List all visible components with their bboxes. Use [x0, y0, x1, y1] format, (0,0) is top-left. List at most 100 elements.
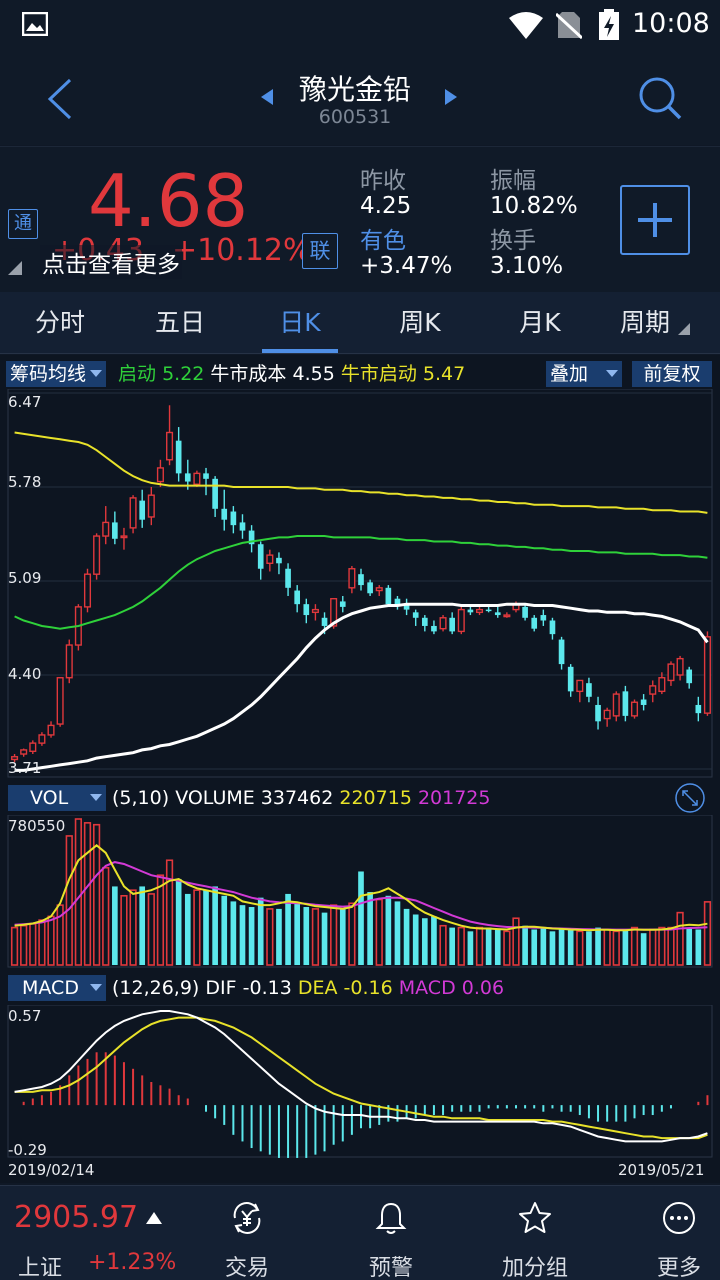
macd-value: 0.06	[461, 977, 505, 999]
macd-chart[interactable]	[0, 1005, 720, 1161]
volume-bar	[29, 923, 37, 966]
candle-body	[65, 644, 73, 679]
battery-charging-icon	[599, 9, 619, 40]
index-value: 2905.97	[14, 1200, 139, 1235]
volume-bar	[266, 908, 274, 966]
tab-intraday[interactable]: 分时	[34, 308, 85, 337]
volume-bar	[156, 874, 165, 966]
candle-body	[257, 544, 264, 569]
volume-bar	[65, 835, 73, 966]
volume-bar	[603, 928, 611, 966]
volume-bar	[248, 907, 255, 965]
volume-bar	[385, 895, 392, 965]
tong-badge[interactable]: 通	[8, 209, 38, 239]
candle-body	[449, 617, 455, 632]
more-dots-icon	[663, 1202, 695, 1234]
nav-trade[interactable]: 交易	[202, 1186, 292, 1280]
nav-more-label: 更多	[656, 1256, 701, 1280]
volume-bar	[285, 893, 291, 965]
tab-daily-k[interactable]: 日K	[279, 308, 321, 337]
fullscreen-icon[interactable]	[674, 782, 706, 814]
bull-cost-label: 牛市成本	[210, 363, 287, 385]
chart-frame	[7, 815, 713, 968]
candle-body	[221, 508, 228, 520]
tap-more-hint[interactable]: 点击查看更多	[40, 245, 182, 279]
tab-period[interactable]: 周期	[600, 292, 710, 354]
candle-body	[311, 608, 319, 614]
volume-bar	[212, 886, 218, 965]
tab-monthly-k[interactable]: 月K	[519, 308, 561, 337]
candle-body	[239, 522, 246, 531]
qidong-label: 启动	[118, 363, 157, 385]
volume-bar	[567, 929, 574, 965]
candle-body	[156, 467, 164, 483]
volume-bar	[294, 903, 301, 965]
volume-bar	[686, 927, 693, 965]
volume-bar	[184, 893, 191, 965]
macd-min-tick: -0.29	[8, 1141, 47, 1159]
prev-stock-icon[interactable]	[260, 88, 274, 106]
chart-area[interactable]: 筹码均线 启动 5.22 牛市成本 4.55 牛市启动 5.47 叠加 前复权 …	[0, 355, 720, 1183]
stat-label-sector[interactable]: 有色	[360, 228, 406, 254]
candle-body	[586, 683, 592, 697]
candle-body	[276, 557, 282, 564]
back-arrow-icon[interactable]	[46, 78, 74, 120]
chip-ma-dropdown[interactable]: 筹码均线	[6, 361, 106, 387]
bull-start-line	[14, 431, 708, 514]
period-corner-icon	[677, 323, 690, 335]
nav-alert-label: 预警	[368, 1256, 413, 1280]
candle-body	[603, 709, 611, 720]
candle-body	[475, 608, 484, 614]
volume-bar	[221, 895, 228, 965]
dea-line	[14, 1016, 708, 1140]
volume-bar	[403, 908, 410, 965]
candle-body	[540, 615, 547, 621]
candle-body	[294, 590, 301, 605]
stat-label-prev-close: 昨收	[360, 168, 406, 194]
candlestick-chart[interactable]	[0, 389, 720, 779]
index-name: 上证	[18, 1256, 63, 1280]
tab-weekly-k[interactable]: 周K	[399, 308, 441, 337]
candle-body	[83, 573, 92, 608]
candle-body	[412, 612, 419, 618]
gallery-notification-icon	[22, 12, 48, 36]
volume-bar	[321, 912, 328, 965]
next-stock-icon[interactable]	[444, 88, 458, 106]
nav-more[interactable]: 更多	[634, 1186, 720, 1280]
candle-body	[120, 535, 128, 539]
vol-ma5-line	[14, 844, 708, 932]
adjust-button[interactable]: 前复权	[632, 361, 712, 387]
volume-bar	[549, 931, 556, 965]
bull-cost-line	[14, 602, 709, 772]
volume-bar	[431, 916, 437, 965]
search-icon[interactable]	[638, 76, 682, 120]
volume-bar	[165, 859, 174, 966]
nav-alert[interactable]: 预警	[346, 1186, 436, 1280]
price-tick: 5.09	[8, 569, 42, 587]
tab-five-day[interactable]: 五日	[154, 308, 205, 337]
volume-bar	[38, 919, 46, 966]
vol-legend: (5,10) VOLUME 337462 220715 201725	[112, 785, 490, 811]
candle-body	[212, 478, 218, 509]
lian-badge[interactable]: 联	[302, 233, 338, 269]
volume-chart[interactable]	[0, 815, 720, 971]
candle-body	[321, 617, 328, 626]
quote-panel[interactable]: 4.68 +0.43 +10.12% 通 联 点击查看更多 昨收 4.25 振幅…	[0, 146, 720, 292]
add-watchlist-button[interactable]	[620, 185, 690, 255]
index-widget[interactable]: 2905.97 上证 +1.23%	[0, 1186, 200, 1280]
candle-body	[248, 530, 255, 545]
volume-bar	[512, 917, 520, 966]
candle-body	[630, 701, 639, 717]
macd-dropdown[interactable]: MACD	[8, 975, 106, 1001]
price-tick: 3.71	[8, 759, 42, 777]
nav-add-group[interactable]: 加分组	[490, 1186, 580, 1280]
vol-dropdown[interactable]: VOL	[8, 785, 106, 811]
candle-body	[439, 617, 447, 630]
volume-bar	[457, 926, 465, 966]
overlay-dropdown[interactable]: 叠加	[546, 361, 622, 387]
qidong-line	[14, 535, 708, 630]
stat-label-turnover: 换手	[490, 228, 536, 254]
volume-bar	[703, 901, 712, 966]
candle-body	[303, 604, 310, 616]
macd-dropdown-label: MACD	[22, 977, 79, 999]
